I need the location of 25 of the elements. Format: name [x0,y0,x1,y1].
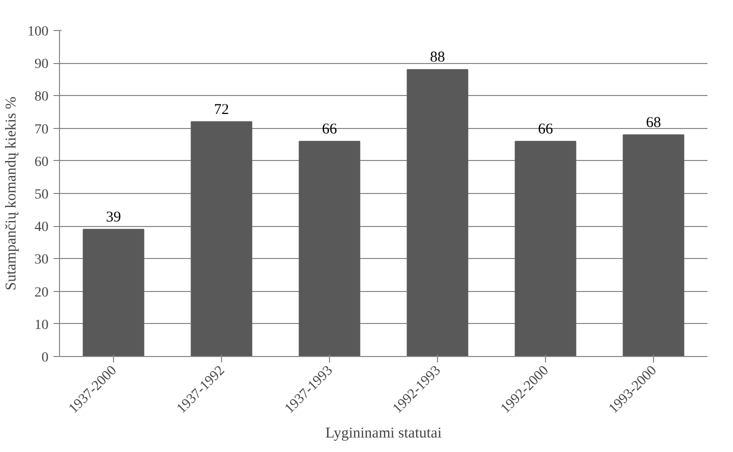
y-tick-label: 90 [34,57,48,72]
y-tick-label: 80 [34,90,48,105]
bar [622,134,684,356]
data-label: 39 [106,209,121,226]
bar [406,69,468,356]
y-tick-label: 20 [34,285,48,300]
data-label: 66 [322,121,338,138]
y-tick-label: 100 [28,24,48,40]
bar [190,121,252,356]
y-tick-label: 40 [34,220,48,236]
data-label: 66 [538,121,554,138]
data-label: 72 [214,102,229,118]
x-axis-title: Lygininami statutai [325,425,442,442]
y-tick-label: 60 [34,154,48,170]
bar [514,140,576,356]
y-axis-title: Sutampančių komandų kiekis % [4,96,20,290]
data-label: 88 [430,50,445,66]
bar [298,140,360,356]
y-tick-label: 70 [34,122,48,138]
y-tick-label: 10 [34,318,48,333]
data-label: 68 [646,114,661,131]
y-tick-label: 0 [42,350,48,366]
bar [82,228,144,356]
y-tick-label: 50 [34,188,48,202]
y-tick-label: 30 [34,252,48,268]
